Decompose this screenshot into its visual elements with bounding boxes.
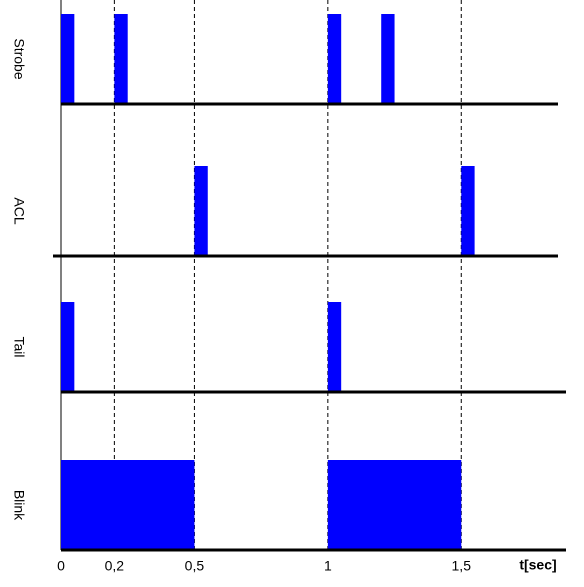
x-axis-label: t[sec] bbox=[519, 557, 556, 573]
row-label: ACL bbox=[11, 197, 27, 224]
pulse bbox=[327, 14, 342, 104]
row-label: Tail bbox=[11, 336, 27, 357]
x-tick-label: 1 bbox=[324, 558, 332, 574]
x-tick-label: 0 bbox=[57, 558, 65, 574]
row-label: Blink bbox=[11, 490, 27, 521]
row-label: Strobe bbox=[11, 38, 27, 79]
x-tick-label: 0,5 bbox=[185, 558, 205, 574]
pulse bbox=[61, 14, 75, 104]
pulse bbox=[61, 302, 75, 392]
pulse bbox=[381, 14, 395, 104]
x-tick-label: 0,2 bbox=[105, 558, 125, 574]
pulse bbox=[194, 166, 208, 256]
pulse bbox=[327, 302, 342, 392]
x-tick-label: 1,5 bbox=[452, 558, 472, 574]
pulse bbox=[327, 460, 462, 550]
pulse bbox=[114, 14, 128, 104]
pulse bbox=[461, 166, 475, 256]
pulse bbox=[61, 460, 195, 550]
